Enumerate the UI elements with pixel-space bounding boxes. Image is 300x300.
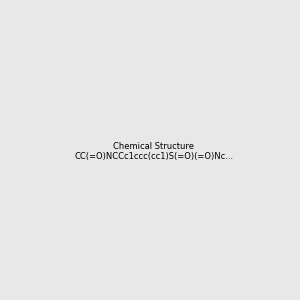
Text: Chemical Structure
CC(=O)NCCc1ccc(cc1)S(=O)(=O)Nc...: Chemical Structure CC(=O)NCCc1ccc(cc1)S(… <box>74 142 233 161</box>
